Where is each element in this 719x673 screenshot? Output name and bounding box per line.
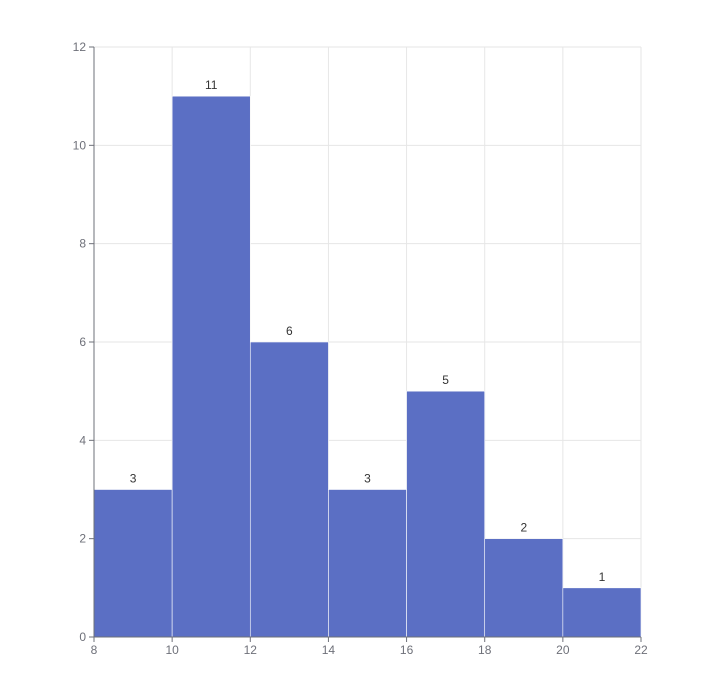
x-tick-label: 8: [91, 643, 98, 657]
bar-value-label: 6: [286, 324, 293, 338]
bar-value-label: 1: [599, 570, 606, 584]
x-tick-label: 16: [400, 643, 414, 657]
bar-value-label: 3: [130, 472, 137, 486]
x-tick-label: 22: [634, 643, 648, 657]
bar-value-label: 11: [205, 78, 218, 92]
data-labels: 3 11 6 3 5 2 1: [130, 78, 606, 584]
histogram-bar: [171, 95, 251, 638]
y-tick-label: 4: [79, 433, 86, 447]
y-tick-label: 12: [73, 40, 87, 54]
y-tick-label: 2: [79, 532, 86, 546]
histogram-bar: [328, 489, 407, 638]
y-tick-label: 8: [79, 237, 86, 251]
y-tick-label: 10: [73, 138, 87, 152]
histogram-bar: [406, 390, 486, 638]
x-tick-label: 10: [165, 643, 179, 657]
bar-value-label: 2: [520, 521, 527, 535]
x-tick-label: 20: [556, 643, 570, 657]
x-tick-label: 18: [478, 643, 492, 657]
histogram-bar: [562, 587, 642, 638]
bar-value-label: 5: [442, 373, 449, 387]
bars: [93, 95, 642, 638]
histogram-bar: [249, 341, 329, 638]
bar-value-label: 3: [364, 472, 371, 486]
histogram-bar: [484, 538, 564, 638]
x-tick-label: 12: [244, 643, 258, 657]
y-tick-label: 6: [79, 335, 86, 349]
x-tick-label: 14: [322, 643, 336, 657]
y-tick-label: 0: [79, 630, 86, 644]
histogram-bar: [93, 489, 173, 638]
